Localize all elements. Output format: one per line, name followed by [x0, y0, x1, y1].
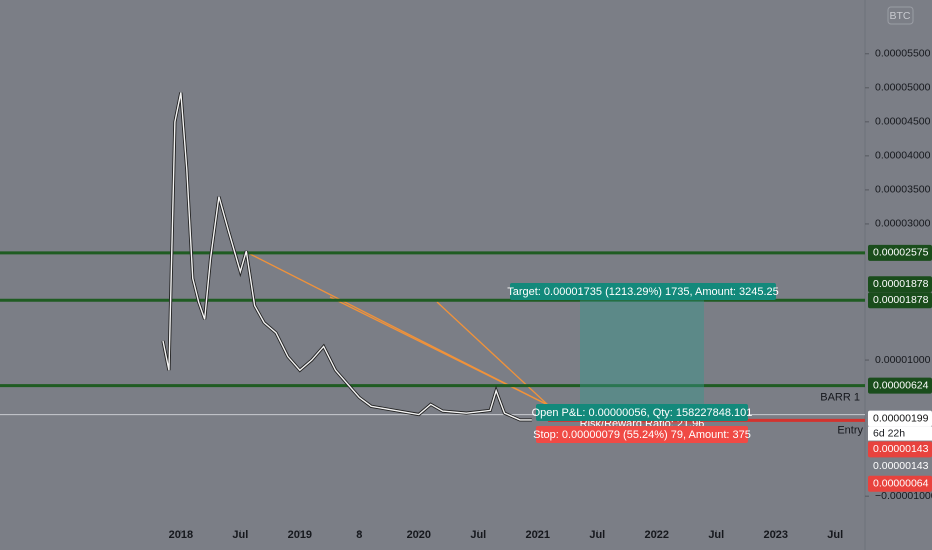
- price-line-shadow: [161, 92, 532, 422]
- x-tick-label: Jul: [827, 529, 843, 541]
- x-tick-label: Jul: [232, 529, 248, 541]
- y-tick-label: −0.00001000: [875, 490, 932, 502]
- stop-label-box: [536, 426, 748, 443]
- x-tick-label: Jul: [589, 529, 605, 541]
- level-tag-bg: [868, 377, 932, 394]
- pnl-label-box: [536, 404, 748, 421]
- x-tick-label: 2022: [645, 529, 669, 541]
- level-tag-bg: [868, 292, 932, 309]
- current-price-tag: 0.00000199: [873, 412, 929, 424]
- trend-line: [329, 296, 549, 406]
- y-tick-label: 0.00004500: [875, 116, 931, 128]
- x-tick-label: 2018: [169, 529, 193, 541]
- y-tick-label: 0.00005500: [875, 48, 931, 60]
- level-tag: 0.00001878: [873, 294, 929, 306]
- y-tick-label: 0.00003000: [875, 218, 931, 230]
- stop-price-tag-bg: [868, 441, 932, 458]
- x-tick-label: 2019: [288, 529, 312, 541]
- stop-price-tag: 0.00000143: [873, 443, 929, 455]
- stop-level-tag: 0.00000064: [873, 478, 929, 490]
- y-tick-label: 0.00003500: [875, 184, 931, 196]
- current-price-tag-bg: [868, 410, 932, 427]
- entry-price-tag: 0.00000143: [873, 460, 929, 472]
- stop-level-tag-bg: [868, 475, 932, 492]
- countdown: 6d 22h: [873, 427, 905, 439]
- y-tick-label: 0.00005000: [875, 82, 931, 94]
- x-tick-label: Jul: [708, 529, 724, 541]
- stop-label: Stop: 0.00000079 (55.24%) 79, Amount: 37…: [533, 429, 751, 441]
- level-tag-bg: [868, 244, 932, 261]
- target-tag-bg: [868, 276, 932, 293]
- currency-badge-bg: [887, 6, 914, 25]
- x-tick-label: 2021: [526, 529, 550, 541]
- entry-price-tag-bg: [868, 458, 932, 475]
- target-label-box: [510, 283, 776, 300]
- x-tick-label: 8: [356, 529, 362, 541]
- target-zone: [580, 300, 704, 419]
- x-tick-label: 2020: [407, 529, 431, 541]
- entry-label: Entry: [837, 424, 863, 436]
- price-line: [162, 92, 532, 421]
- currency-badge: BTC: [890, 10, 911, 22]
- y-tick-label: 0.00001000: [875, 354, 931, 366]
- x-tick-label: Jul: [470, 529, 486, 541]
- x-tick-label: 2023: [764, 529, 788, 541]
- level-tag: 0.00000624: [873, 379, 929, 391]
- target-tag: 0.00001878: [873, 278, 929, 290]
- level-tag: 0.00002575: [873, 247, 929, 259]
- countdown-bg: [868, 426, 932, 441]
- target-label: Target: 0.00001735 (1213.29%) 1735, Amou…: [507, 286, 779, 298]
- trend-line: [436, 301, 549, 406]
- y-tick-label: 0.00004000: [875, 150, 931, 162]
- level-name: BARR 1: [820, 392, 860, 404]
- pnl-label: Open P&L: 0.00000056, Qty: 158227848.101: [532, 407, 753, 419]
